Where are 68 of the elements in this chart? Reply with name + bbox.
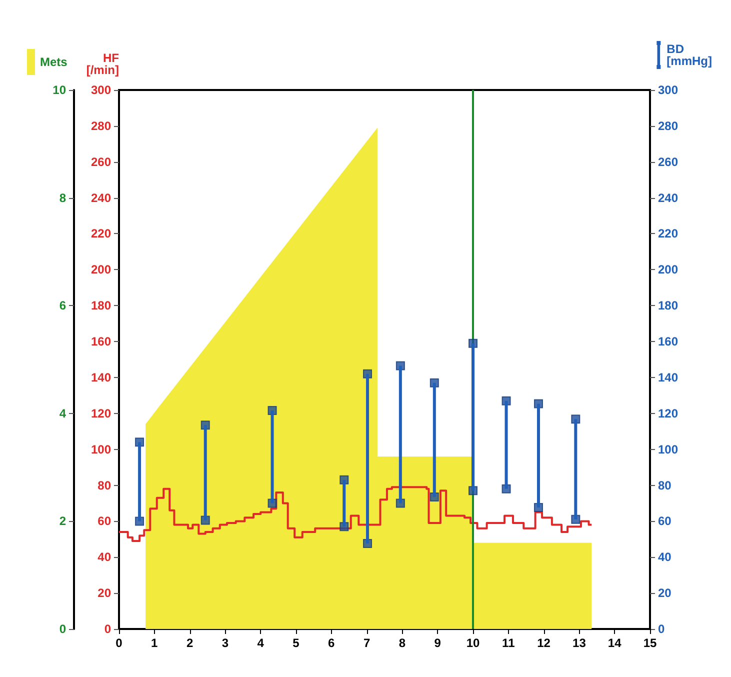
bar [204, 425, 207, 520]
bar [366, 374, 370, 544]
x-tick-label: 13 [572, 636, 586, 650]
bar [472, 343, 474, 491]
y-tick-label: 80 [98, 478, 112, 492]
y2-tick-label: 260 [658, 154, 678, 169]
y3-tick-label: 2 [59, 514, 66, 528]
y-tick-label: 240 [90, 190, 112, 205]
y-tick-label: 220 [90, 226, 112, 241]
y3-tick-label: 10 [52, 83, 66, 97]
x-tick-label: 12 [537, 636, 551, 650]
y-tick-label: 260 [90, 154, 112, 169]
y2-tick-label: 300 [658, 83, 678, 97]
x-tick-label: 11 [502, 636, 516, 650]
x-tick-label: 10 [466, 636, 480, 650]
y2-tick-label: 140 [658, 370, 678, 384]
y3-tick-label: 8 [59, 190, 66, 205]
x-tick-label: 9 [434, 636, 442, 650]
x-tick-label: 0 [116, 636, 123, 650]
y2-tick-label: 20 [658, 586, 672, 600]
y-tick-label: 20 [98, 586, 112, 600]
y-tick-label: 100 [90, 442, 112, 456]
y-tick-label: 0 [104, 622, 112, 636]
x-tick-label: 5 [292, 636, 300, 650]
x-tick-label: 4 [257, 636, 264, 650]
y-tick-label: 120 [90, 406, 112, 420]
bar [342, 480, 346, 527]
y2-tick-label: 100 [658, 442, 678, 456]
y3-tick-label: 6 [59, 298, 66, 313]
x-tick-label: 6 [328, 636, 336, 650]
y3-tick-label: 0 [59, 622, 66, 636]
bar [504, 400, 508, 489]
y2-tick-label: 200 [658, 262, 678, 277]
y-axis-title: HF [/min] [86, 51, 119, 77]
y-tick-label: 300 [90, 83, 112, 97]
y-tick-label: 200 [90, 262, 112, 277]
y-tick-label: 160 [90, 334, 112, 349]
y2-tick-label: 60 [658, 514, 672, 528]
y2-tick-label: 80 [658, 478, 672, 492]
y-tick-label: 40 [98, 550, 112, 564]
y2-tick-label: 120 [658, 406, 678, 420]
y2-tick-label: 0 [658, 622, 665, 636]
bar [432, 382, 436, 497]
legend-label: BD [mmHg] [666, 42, 712, 68]
y2-tick-label: 240 [658, 190, 678, 205]
legend-label: Mets [40, 55, 68, 69]
bar [398, 366, 402, 504]
x-tick-label: 8 [398, 636, 406, 650]
y2-tick-label: 280 [658, 118, 678, 133]
x-tick-label: 1 [151, 636, 158, 650]
y2-tick-label: 180 [658, 298, 678, 313]
x-tick-label: 7 [363, 636, 370, 650]
y-tick-label: 280 [90, 118, 112, 133]
x-tick-label: 15 [643, 636, 657, 650]
y2-tick-label: 220 [658, 226, 678, 241]
y2-tick-label: 160 [658, 334, 678, 349]
x-tick-label: 3 [222, 636, 229, 650]
bar [574, 419, 578, 520]
bar [138, 442, 142, 522]
x-tick-label: 2 [186, 636, 194, 650]
bar [536, 404, 540, 508]
bar [270, 410, 274, 504]
y-tick-label: 140 [90, 370, 112, 384]
y2-tick-label: 40 [658, 550, 672, 564]
y3-tick-label: 4 [59, 406, 66, 420]
x-tick-label: 14 [608, 636, 622, 650]
y-tick-label: 180 [90, 298, 112, 313]
y-tick-label: 60 [98, 514, 112, 528]
